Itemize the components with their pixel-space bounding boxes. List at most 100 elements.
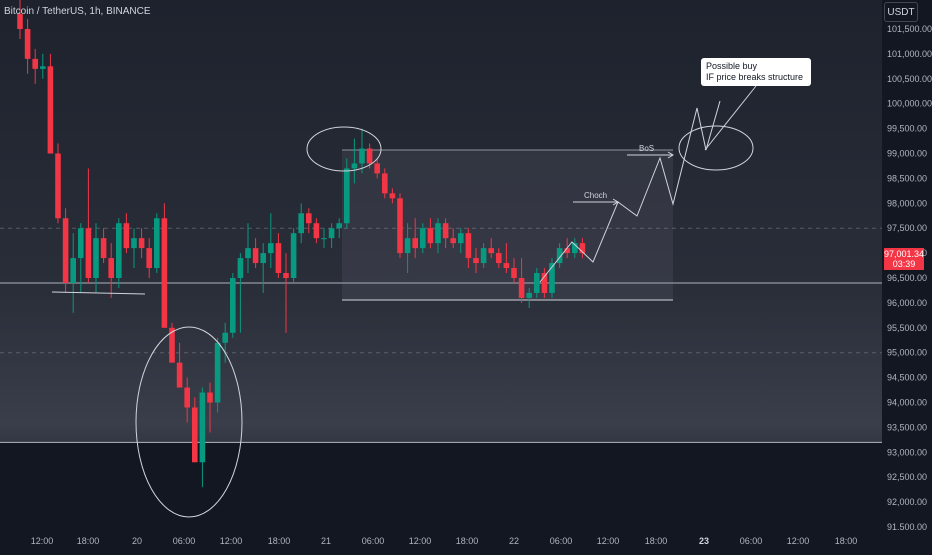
time-axis-panel[interactable] — [0, 530, 932, 550]
candle — [427, 218, 434, 249]
candle — [62, 208, 69, 293]
high-circle[interactable] — [306, 126, 382, 172]
y-tick-label: 92,000.00 — [887, 497, 927, 507]
x-tick-label: 20 — [132, 536, 142, 546]
candle — [465, 228, 472, 269]
candle — [480, 243, 487, 269]
y-tick-label: 96,500.00 — [887, 273, 927, 283]
candle — [154, 213, 160, 274]
candle-body — [572, 243, 578, 254]
currency-button[interactable]: USDT — [884, 2, 918, 22]
candle-body — [161, 218, 168, 328]
candle — [298, 203, 304, 244]
candle-body — [131, 238, 137, 249]
candle-body — [199, 392, 206, 463]
candle — [359, 128, 365, 174]
candle-body — [70, 258, 76, 283]
candle — [306, 208, 312, 234]
choch-arrowhead — [612, 198, 619, 206]
candle — [78, 223, 84, 293]
candle-body — [526, 292, 532, 298]
candle — [116, 218, 122, 288]
candle-body — [450, 238, 456, 244]
candle-body — [321, 238, 327, 240]
candle — [32, 48, 38, 84]
candle — [351, 138, 358, 184]
candle — [541, 268, 548, 298]
candle — [420, 223, 426, 254]
candle-body — [55, 153, 61, 219]
candle — [237, 253, 244, 333]
candle — [192, 397, 198, 463]
y-tick-label: 91,500.00 — [887, 522, 927, 532]
candle — [511, 258, 517, 283]
candle-body — [374, 163, 380, 174]
y-tick-label: 98,500.00 — [887, 173, 927, 183]
candle-body — [47, 66, 54, 154]
trade-idea-callout[interactable]: Possible buy IF price breaks structure — [701, 58, 811, 86]
current-price-badge: 97,001.34 03:39 — [884, 248, 924, 270]
target-circle[interactable] — [678, 125, 754, 171]
low-circle[interactable] — [135, 326, 243, 518]
projection-path[interactable] — [539, 100, 721, 283]
candle-body — [420, 228, 426, 249]
x-tick-label: 23 — [699, 536, 709, 546]
candle — [123, 213, 130, 254]
candle — [442, 218, 449, 249]
candle — [40, 53, 46, 79]
candle-body — [116, 223, 122, 278]
candle-body — [306, 213, 312, 224]
x-tick-label: 18:00 — [645, 536, 668, 546]
candle — [138, 228, 145, 259]
candle-body — [62, 218, 69, 283]
x-tick-label: 06:00 — [362, 536, 385, 546]
candle — [579, 238, 586, 259]
candle — [283, 253, 289, 333]
candle — [214, 337, 221, 413]
candle — [275, 233, 282, 278]
candle-body — [275, 243, 282, 274]
candle — [336, 218, 342, 239]
candle-body — [541, 273, 548, 293]
x-tick-label: 18:00 — [268, 536, 291, 546]
candle — [108, 243, 114, 298]
candle — [534, 268, 540, 298]
candle-body — [351, 163, 358, 169]
candle — [230, 273, 236, 338]
candle-body — [397, 198, 403, 254]
candle-body — [260, 253, 266, 264]
x-tick-label: 12:00 — [787, 536, 810, 546]
candle-body — [435, 223, 441, 244]
candle — [450, 228, 456, 249]
candle-body — [230, 278, 236, 333]
support-line[interactable] — [51, 291, 146, 295]
y-tick-label: 99,500.00 — [887, 124, 927, 134]
candle — [366, 143, 373, 169]
candle — [503, 243, 510, 274]
callout-pointer — [704, 85, 757, 151]
range-box[interactable] — [342, 150, 673, 300]
candle — [290, 228, 297, 283]
x-tick-label: 06:00 — [550, 536, 573, 546]
candle-body — [480, 248, 487, 264]
candle-body — [93, 238, 99, 278]
candle — [85, 168, 92, 283]
candle — [222, 322, 228, 363]
choch-label: Choch — [584, 191, 607, 200]
candle-body — [138, 238, 145, 249]
candle-body — [427, 228, 434, 244]
candle-body — [382, 173, 388, 194]
x-tick-label: 12:00 — [597, 536, 620, 546]
candle-body — [511, 268, 517, 278]
candle — [473, 248, 479, 274]
candle-body — [24, 29, 31, 59]
candle-body — [503, 263, 510, 269]
candle-body — [404, 238, 411, 254]
y-tick-label: 100,000.00 — [887, 99, 932, 109]
candle — [572, 238, 578, 259]
candle-body — [184, 387, 190, 408]
candle-body — [78, 228, 84, 259]
candle-body — [169, 327, 175, 363]
